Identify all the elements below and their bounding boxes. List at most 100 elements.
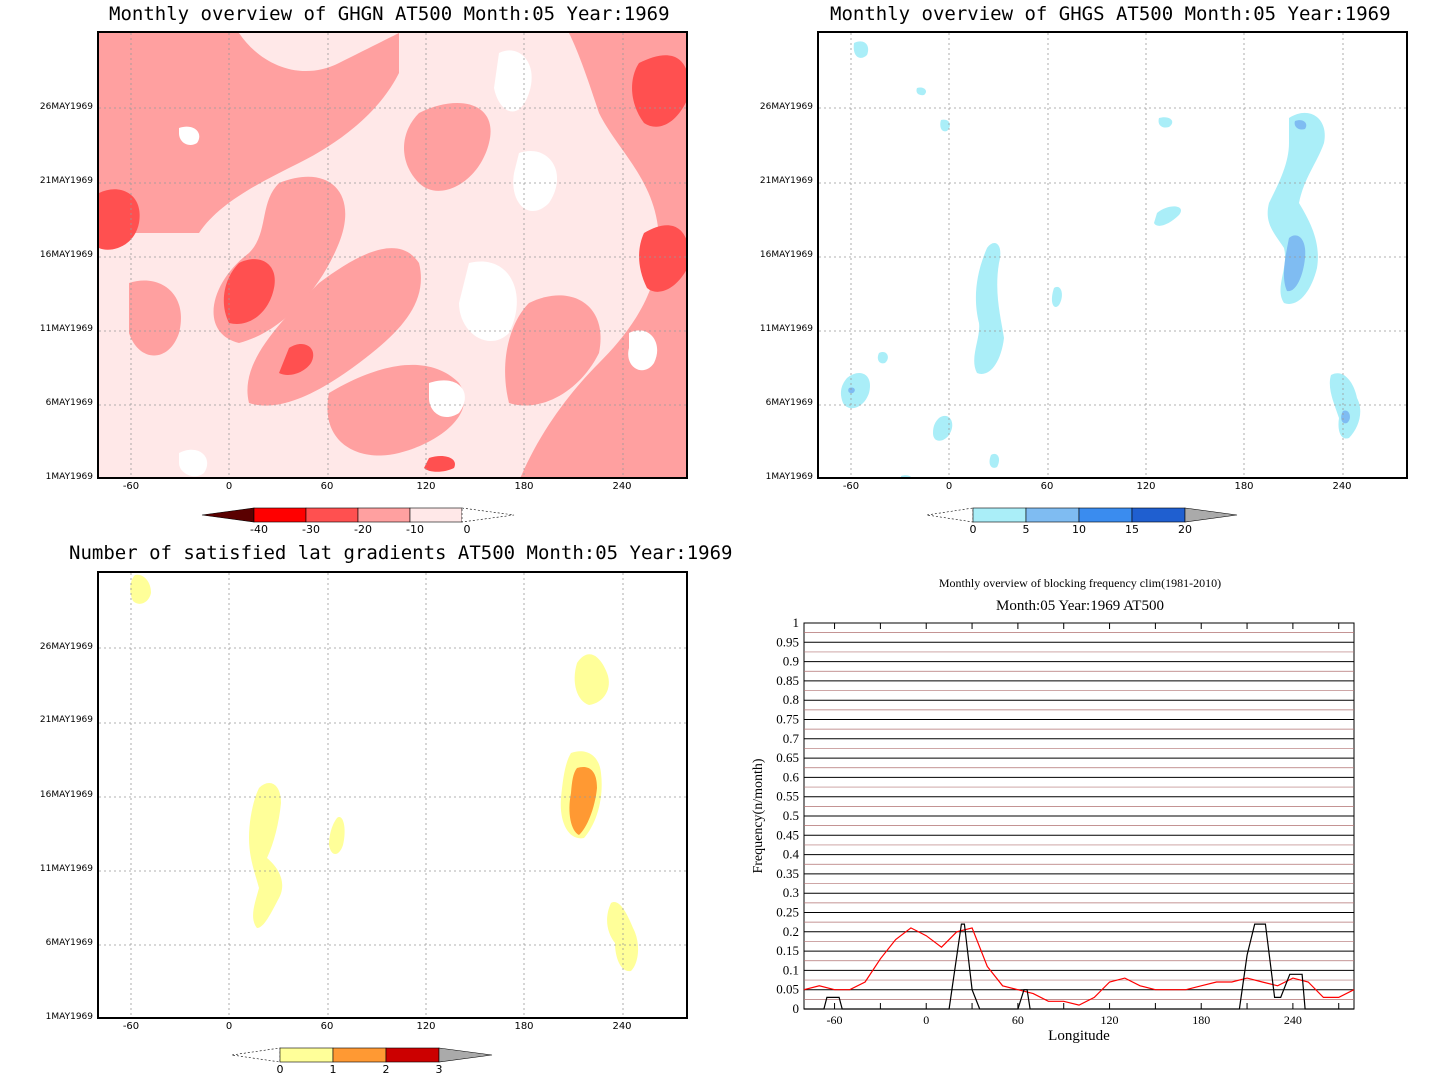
freq-y-tick-label: 0.75 [776,712,799,727]
y-tick-label: 11MAY1969 [39,324,93,334]
ghgs-contours [819,33,1406,477]
ghgn-region [129,280,181,356]
ghgs-core [1294,120,1307,130]
ghgn-region [404,103,491,191]
colorbar-label: 0 [969,523,977,536]
ghgn-core [639,225,686,292]
freq-gridlines [804,622,1354,1010]
x-tick-label: 180 [514,481,534,492]
ghgn-core [632,55,686,127]
freq-y-tick-label: 0.7 [783,731,800,746]
ghgn-light [628,330,658,371]
ghgs-region [1158,117,1173,128]
freq-series-observed-line [804,923,1354,1010]
colorbar-label: 5 [1022,523,1030,536]
colorbar-label: 15 [1125,523,1139,536]
y-tick-label: 26MAY1969 [759,102,813,112]
ghgn-colorbar [201,507,515,523]
freq-x-tick-label: 120 [1101,1013,1119,1027]
ghgn-core [279,343,314,375]
colorbar-label: 2 [382,1063,390,1076]
freq-y-tick-label: 0.65 [776,750,799,765]
colorbar-label: 20 [1178,523,1192,536]
x-tick-label: -60 [842,481,860,492]
freq-chart: 0 0.05 0.1 0.15 0.2 0.25 0.3 0.35 0.4 0.45 0.5 0.55… [751,615,1355,1044]
x-tick-label: 240 [612,481,632,492]
ghgn-core [424,456,455,472]
ghgn-region [99,33,399,233]
y-tick-label: 11MAY1969 [759,324,813,334]
ghgn-core [99,189,140,250]
y-tick-label: 16MAY1969 [39,790,93,800]
freq-series-climatology-line [803,927,1355,1006]
y-tick-label: 16MAY1969 [759,250,813,260]
lat-region [130,574,151,604]
lat-contours [99,573,686,1017]
x-tick-label: 120 [416,1021,436,1032]
x-tick-label: 180 [1234,481,1254,492]
ghgs-grid [819,33,1406,477]
x-tick-label: -60 [122,1021,140,1032]
colorbar-label: 10 [1072,523,1086,536]
freq-y-tick-label: 0.15 [776,943,799,958]
ghgn-light [459,261,517,342]
y-tick-label: 6MAY1969 [45,938,93,948]
x-tick-label: 180 [514,1021,534,1032]
colorbar-label: 1 [329,1063,337,1076]
ghgs-region [1154,206,1181,226]
lat-region [329,817,345,854]
lat-region [574,654,609,705]
ghgs-core [848,387,855,394]
ghgs-region [901,475,911,477]
ghgs-colorbar [926,507,1238,523]
x-tick-label: -60 [122,481,140,492]
ghgs-region [916,87,927,96]
ghgn-plot [97,31,688,479]
x-tick-label: 120 [1136,481,1156,492]
ghgs-region [940,119,950,132]
freq-series [803,923,1355,1010]
colorbar-label: -30 [302,523,320,536]
y-tick-label: 21MAY1969 [39,176,93,186]
ghgn-core [223,259,275,324]
x-tick-label: 60 [1040,481,1054,492]
ghgs-region [840,373,870,409]
lat-region [249,783,283,928]
y-tick-label: 6MAY1969 [765,398,813,408]
x-tick-label: 60 [320,1021,334,1032]
lat-grid [99,573,686,1017]
ghgn-light [179,126,200,145]
y-tick-label: 26MAY1969 [39,102,93,112]
lat-title: Number of satisfied lat gradients AT500 … [69,542,733,564]
y-tick-label: 6MAY1969 [45,398,93,408]
ghgn-title: Monthly overview of GHGN AT500 Month:05 … [109,3,670,25]
x-tick-label: 240 [1332,481,1352,492]
freq-y-ticks: 0 0.05 0.1 0.15 0.2 0.25 0.3 0.35 0.4 0.45 0.5 0.55… [776,615,799,1016]
colorbar-label: 0 [276,1063,284,1076]
freq-x-ticks: -60 0 60 120 180 240 [827,623,1340,1027]
freq-y-tick-label: 0.55 [776,789,799,804]
x-tick-label: 0 [225,481,233,492]
x-tick-label: 120 [416,481,436,492]
ghgs-region [933,415,953,441]
x-tick-label: 240 [612,1021,632,1032]
freq-y-tick-label: 0.35 [776,866,799,881]
freq-y-tick-label: 0.5 [783,808,799,823]
x-tick-label: 60 [320,481,334,492]
colorbar-label: -10 [406,523,424,536]
y-tick-label: 16MAY1969 [39,250,93,260]
ghgn-contours [99,33,686,477]
lat-region [607,902,639,972]
ghgs-region [1267,112,1325,304]
ghgn-light [429,380,465,418]
freq-y-tick-label: 0.2 [783,924,799,939]
lat-core [569,767,597,835]
freq-x-tick-label: 180 [1192,1013,1210,1027]
y-tick-label: 11MAY1969 [39,864,93,874]
ghgs-title: Monthly overview of GHGS AT500 Month:05 … [830,3,1391,25]
ghgn-region [157,101,202,182]
freq-chart-title: Monthly overview of blocking frequency c… [938,576,1222,590]
freq-x-tick-label: 0 [923,1013,929,1027]
ghgs-region [1329,373,1361,439]
x-tick-label: 0 [945,481,953,492]
